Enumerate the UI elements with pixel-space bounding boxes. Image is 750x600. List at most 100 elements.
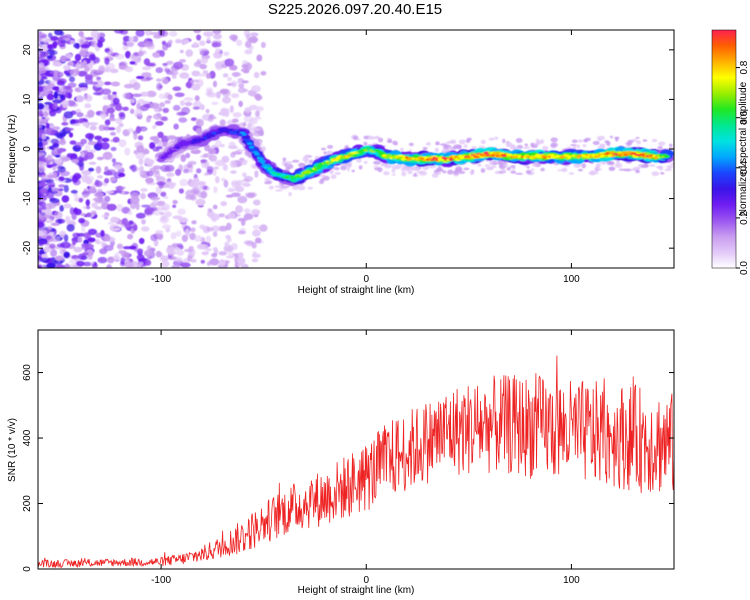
colorbar-ticks: 0.0 0.2 0.4 0.6 0.8: [736, 60, 750, 275]
heatmap-noise-blob: [183, 248, 194, 253]
heatmap-ridge-blob: [262, 164, 267, 166]
heatmap-halo-blob: [525, 169, 532, 175]
heatmap-noise-blob: [38, 73, 42, 82]
heatmap-noise-blob: [38, 212, 41, 217]
heatmap-noise-blob: [64, 85, 72, 90]
heatmap-halo-blob: [515, 172, 524, 175]
heatmap-noise-blob: [192, 186, 198, 195]
heatmap-noise-blob: [254, 116, 262, 120]
heatmap-noise-blob: [211, 42, 222, 48]
heatmap-noise-blob: [68, 132, 74, 138]
heatmap-halo-blob: [530, 168, 535, 171]
heatmap-noise-blob: [227, 212, 236, 219]
heatmap-halo-blob: [477, 163, 482, 167]
heatmap-halo-blob: [297, 185, 306, 191]
heatmap-noise-blob: [176, 111, 187, 117]
heatmap-halo-blob: [298, 162, 305, 168]
heatmap-noise-blob: [206, 92, 218, 98]
heatmap-ridge-blob: [215, 131, 222, 134]
heatmap-y-tick-label: 20: [22, 44, 33, 56]
heatmap-halo-blob: [363, 141, 368, 146]
heatmap-noise-blob: [87, 228, 98, 236]
heatmap-noise-blob: [103, 244, 114, 252]
heatmap-noise-blob: [168, 70, 179, 76]
heatmap-noise-blob: [209, 114, 215, 118]
heatmap-noise-blob: [190, 227, 196, 233]
heatmap-noise-blob: [46, 93, 55, 101]
heatmap-noise-blob: [161, 40, 167, 46]
heatmap-noise-blob: [52, 41, 58, 49]
heatmap-noise-blob: [85, 199, 91, 207]
heatmap-noise-blob: [147, 115, 153, 119]
heatmap-noise-blob: [93, 80, 105, 88]
heatmap-halo-blob: [573, 163, 582, 168]
heatmap-noise-blob: [72, 240, 77, 246]
heatmap-noise-blob: [249, 32, 259, 37]
snr-x-tick-label: 0: [363, 575, 369, 586]
heatmap-noise-blob: [46, 139, 52, 143]
snr-y-tick-label: 0: [22, 566, 33, 572]
heatmap-noise-blob: [76, 233, 86, 237]
heatmap-noise-blob: [124, 147, 131, 156]
heatmap-noise-blob: [138, 158, 144, 165]
heatmap-noise-blob: [240, 68, 250, 73]
heatmap-noise-blob: [110, 146, 117, 152]
heatmap-noise-blob: [137, 135, 144, 141]
heatmap-noise-blob: [209, 258, 220, 266]
heatmap-noise-blob: [97, 256, 108, 264]
heatmap-noise-blob: [199, 104, 205, 111]
heatmap-noise-blob: [54, 132, 63, 138]
heatmap-noise-blob: [53, 150, 58, 155]
heatmap-noise-blob: [173, 123, 179, 130]
heatmap-noise-blob: [63, 66, 71, 71]
heatmap-noise-blob: [66, 53, 73, 59]
heatmap-noise-blob: [50, 222, 61, 226]
heatmap-noise-blob: [56, 71, 64, 78]
heatmap-noise-blob: [71, 175, 79, 183]
heatmap-noise-blob: [63, 184, 69, 193]
heatmap-noise-blob: [38, 206, 42, 214]
heatmap-noise-blob: [210, 213, 220, 221]
heatmap-noise-blob: [93, 92, 103, 96]
heatmap-halo-blob: [344, 145, 349, 149]
heatmap-noise-blob: [47, 164, 53, 168]
heatmap-noise-blob: [61, 195, 70, 203]
heatmap-halo-blob: [340, 165, 347, 171]
heatmap-noise-blob: [43, 111, 49, 117]
heatmap-noise-blob: [212, 231, 218, 237]
heatmap-halo-blob: [447, 169, 454, 175]
heatmap-halo-blob: [664, 168, 673, 172]
heatmap-halo-blob: [291, 159, 300, 163]
heatmap-noise-blob: [199, 63, 207, 70]
heatmap-x-ticks: -100 0 100: [151, 30, 580, 285]
heatmap-noise-blob: [41, 206, 47, 211]
heatmap-noise-blob: [192, 42, 199, 47]
heatmap-noise-blob: [122, 92, 131, 100]
heatmap-noise-blob: [227, 187, 235, 193]
heatmap-halo-blob: [409, 166, 418, 171]
heatmap-noise-blob: [230, 152, 236, 158]
heatmap-noise-blob: [185, 49, 193, 57]
heatmap-halo-blob: [413, 172, 417, 177]
snr-series-line: [38, 355, 674, 569]
heatmap-noise-blob: [236, 39, 243, 47]
heatmap-halo-blob: [657, 146, 663, 149]
heatmap-halo-blob: [401, 167, 405, 172]
heatmap-noise-blob: [107, 50, 114, 56]
heatmap-noise-blob: [38, 131, 42, 139]
heatmap-noise-blob: [138, 50, 144, 57]
heatmap-halo-blob: [509, 145, 517, 150]
heatmap-noise-blob: [103, 126, 111, 131]
heatmap-noise-blob: [110, 227, 121, 231]
heatmap-noise-blob: [66, 224, 75, 232]
heatmap-noise-blob: [204, 144, 211, 152]
heatmap-halo-blob: [486, 166, 494, 171]
heatmap-noise-blob: [128, 36, 134, 42]
heatmap-noise-blob: [253, 71, 260, 79]
heatmap-noise-blob: [89, 81, 99, 85]
heatmap-noise-blob: [52, 126, 61, 131]
heatmap-y-ticks: -20 -10 0 10 20: [22, 44, 674, 255]
heatmap-noise-blob: [110, 81, 121, 87]
heatmap-halo-blob: [448, 140, 457, 144]
